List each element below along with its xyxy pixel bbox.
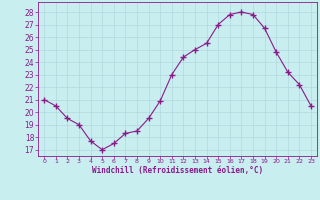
X-axis label: Windchill (Refroidissement éolien,°C): Windchill (Refroidissement éolien,°C) xyxy=(92,166,263,175)
